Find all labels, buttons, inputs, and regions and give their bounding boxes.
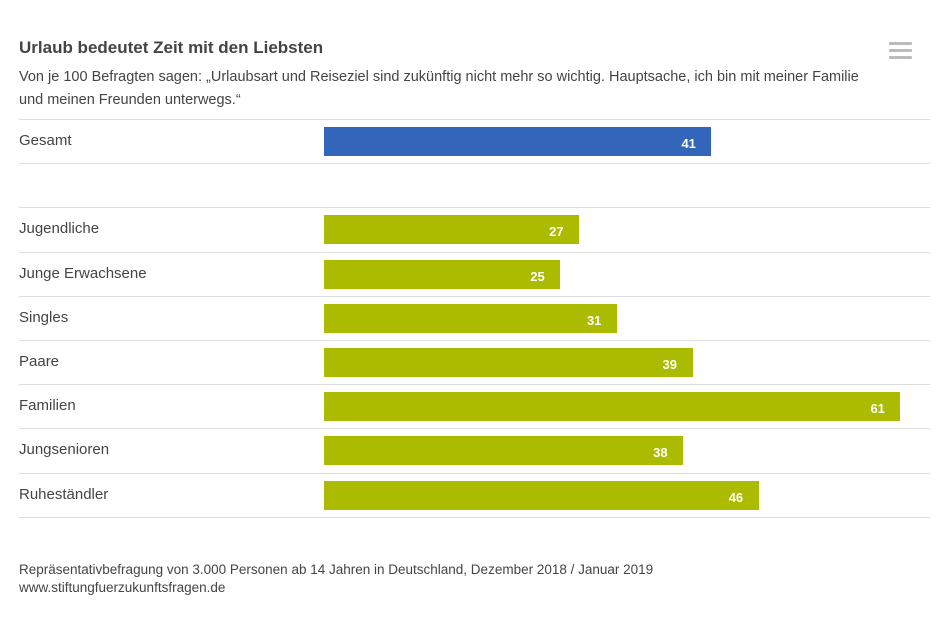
category-label: Jugendliche bbox=[19, 220, 100, 238]
source-note: Repräsentativbefragung von 3.000 Persone… bbox=[19, 562, 654, 577]
category-label: Paare bbox=[19, 353, 60, 370]
category-label: Junge Erwachsene bbox=[19, 264, 147, 282]
hamburger-menu-icon[interactable] bbox=[889, 42, 912, 63]
category-label: Ruheständler bbox=[19, 485, 109, 503]
bar bbox=[324, 480, 759, 510]
bar bbox=[324, 303, 617, 333]
footer: Repräsentativbefragung von 3.000 Persone… bbox=[19, 561, 653, 597]
chart-subtitle: Von je 100 Befragten sagen: „Urlaubsart … bbox=[19, 69, 859, 108]
chart-title: Urlaub bedeutet Zeit mit den Liebsten bbox=[19, 38, 324, 57]
bar bbox=[324, 436, 684, 466]
bar bbox=[324, 259, 561, 289]
data-label: 38 bbox=[653, 445, 668, 461]
category-label: Singles bbox=[19, 308, 69, 326]
row-divider bbox=[19, 251, 930, 253]
row-divider bbox=[19, 119, 930, 120]
data-label: 39 bbox=[662, 357, 678, 372]
category-label: Familien bbox=[19, 397, 76, 415]
data-label: 25 bbox=[530, 268, 545, 284]
row-divider bbox=[19, 516, 930, 518]
row-divider bbox=[19, 340, 930, 341]
row-divider bbox=[19, 207, 930, 209]
data-label: 41 bbox=[681, 136, 696, 151]
data-label: 46 bbox=[728, 489, 744, 505]
row-divider bbox=[19, 295, 930, 297]
bar bbox=[324, 348, 693, 377]
bar bbox=[324, 392, 901, 422]
data-label: 61 bbox=[870, 401, 885, 417]
bar bbox=[324, 127, 712, 156]
row-divider bbox=[19, 163, 930, 165]
data-label: 31 bbox=[586, 312, 602, 328]
source-url[interactable]: www.stiftungfuerzukunftsfragen.de bbox=[19, 580, 226, 595]
category-label: Jungsenioren bbox=[19, 441, 110, 459]
category-label: Gesamt bbox=[19, 132, 72, 149]
row-divider bbox=[19, 428, 930, 430]
row-divider bbox=[19, 384, 930, 386]
bar bbox=[324, 215, 580, 245]
row-divider bbox=[19, 472, 930, 474]
data-label: 27 bbox=[549, 224, 564, 240]
